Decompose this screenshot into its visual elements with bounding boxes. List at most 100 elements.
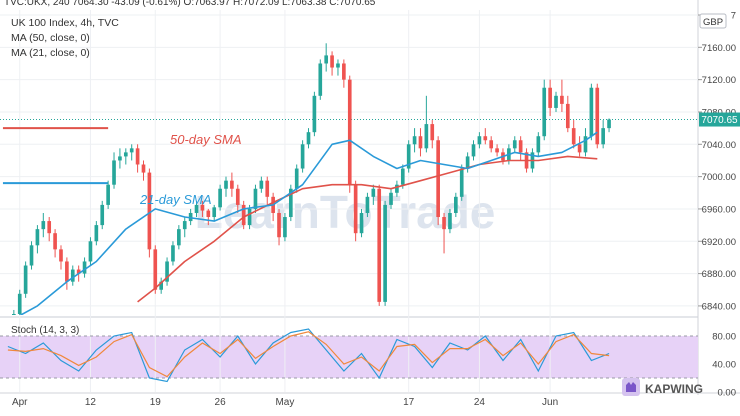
candle [324,43,329,72]
stoch-d-line [7,331,610,378]
candle [17,289,22,315]
candle [129,144,134,161]
candle [583,128,588,157]
price-tick-label: 7120.00 [702,75,736,86]
candle-body [235,188,240,205]
candle [141,160,146,181]
candle-body [465,156,470,169]
candle [330,51,334,76]
candle-body [88,241,93,262]
candle [300,140,305,173]
candle [218,184,222,211]
candle-body [595,87,600,145]
candle [194,200,199,218]
price-tick-label: 6880.00 [702,269,736,280]
candle-body [518,140,523,153]
time-tick-label: 24 [474,397,486,408]
candle [548,79,552,117]
candle-body [371,188,376,197]
indicator-ma21: MA (21, close, 0) [11,47,90,59]
candle [112,152,116,189]
candle [607,118,611,133]
candle [542,79,547,141]
candle-body [383,204,387,302]
candle-body [418,136,423,149]
stoch-k-line [7,328,610,383]
candle [47,217,52,242]
stoch-tick-label: 40.00 [712,360,736,371]
candle-body [65,261,69,282]
kapwing-logo: KAPWING [622,378,703,396]
candle-body [23,265,28,294]
candle-body [589,87,594,137]
chart-title: UK 100 Index, 4h, TVC [11,17,119,29]
candle [259,176,264,193]
candle [595,83,600,149]
candle [35,225,40,254]
candle-body [224,180,228,189]
candle [365,192,370,218]
candle [171,241,175,266]
candle [454,192,458,218]
candle [459,164,464,201]
candle [342,59,346,88]
candle-body [59,249,63,262]
candle-body [318,63,323,96]
candle-body [377,188,382,302]
candle-body [571,128,576,145]
candle-body [153,249,158,290]
candle-body [459,168,464,197]
stochastic-lines [7,328,610,383]
price-tick-label: 6840.00 [702,301,736,312]
candle [306,128,311,149]
candle-body [577,144,582,153]
candle [135,144,140,173]
candle-body [395,184,399,193]
candle [41,212,46,238]
kapwing-text: KAPWING [645,382,703,396]
price-tick-label: 7160.00 [702,43,736,54]
candle-body [512,140,517,149]
candle [159,277,163,294]
candle-body [212,207,217,218]
candle [241,200,246,230]
candle-body [135,148,140,165]
candle-body [412,136,417,145]
candle [118,148,122,169]
candle [430,120,435,149]
ma50-line [137,155,598,303]
last-price-badge [699,112,740,127]
price-tick-label: 7040.00 [702,140,736,151]
candle [82,257,87,278]
moving-averages [19,131,598,315]
candle [94,221,99,246]
time-tick-label: 12 [85,397,97,408]
candle-body [442,217,446,230]
candle-body [141,164,146,173]
candle-body [129,148,134,153]
candle-body [94,225,99,242]
candle-body [477,136,482,145]
candle [565,95,570,133]
candle-body [389,192,393,205]
candle [53,229,57,258]
candle [418,128,423,157]
candle [536,132,541,157]
candle [412,128,417,153]
candle-body [241,204,246,226]
candle-body [454,196,458,213]
candle [589,83,594,141]
candle-body [560,95,564,104]
candle-body [330,55,334,68]
candle [495,144,499,157]
candle-body [336,63,340,68]
candle [347,75,352,193]
candle [88,237,93,266]
candle-body [47,221,52,234]
ma21-line [19,131,598,315]
candle-body [288,188,293,218]
candle [577,136,582,157]
candle-body [230,180,234,189]
